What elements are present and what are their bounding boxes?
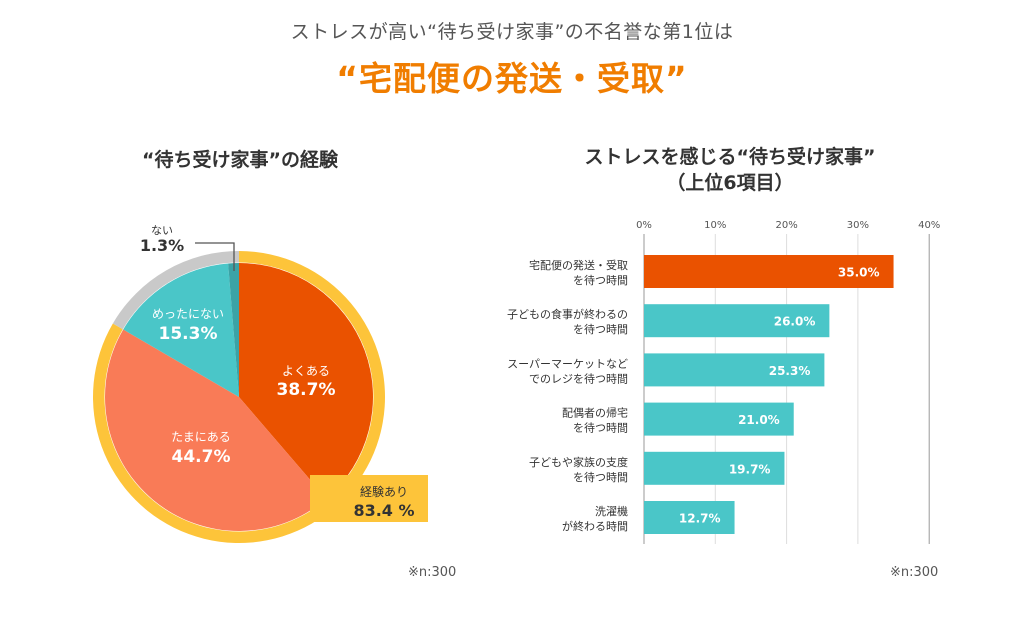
category-label-line1: 配偶者の帰宅 — [562, 406, 628, 420]
bar-value-label: 21.0% — [738, 413, 780, 427]
bar-note: ※n:300 — [890, 565, 938, 580]
slice-value-often: 38.7% — [277, 380, 336, 400]
pie-slice-often — [239, 263, 373, 499]
bar — [644, 501, 735, 534]
bar-value-label: 25.3% — [769, 364, 811, 378]
slice-value-rarely: 15.3% — [159, 324, 218, 344]
never-leader-line — [195, 242, 235, 271]
slice-value-never: 1.3% — [140, 236, 184, 255]
category-label-line1: 子どもの食事が終わるの — [507, 307, 628, 321]
pie-chart-title: “待ち受け家事”の経験 — [142, 149, 338, 171]
experienced-label-box — [310, 475, 428, 522]
pie-slice-rarely — [123, 263, 239, 397]
headline-main: “宅配便の発送・受取” — [336, 59, 688, 98]
slice-label-sometimes: たまにある — [171, 430, 231, 444]
tick-label: 0% — [636, 220, 652, 231]
pie-slice-never — [228, 263, 239, 397]
category-label-line1: 洗濯機 — [595, 504, 628, 518]
bar-value-label: 26.0% — [774, 315, 816, 329]
tick-label: 10% — [704, 220, 726, 231]
slice-label-often: よくある — [282, 364, 330, 378]
slice-value-sometimes: 44.7% — [172, 447, 231, 467]
category-label-line2: でのレジを待つ時間 — [529, 371, 628, 385]
bar — [644, 353, 825, 387]
category-label-line2: を待つ時間 — [573, 322, 628, 336]
headline-subtitle: ストレスが高い“待ち受け家事”の不名誉な第1位は — [290, 21, 734, 43]
category-label-line2: を待つ時間 — [573, 273, 628, 287]
bar-chart-title-line2: （上位6項目） — [666, 172, 794, 194]
bar — [644, 255, 894, 288]
bar-tick-labels: 0% 10% 20% 30% 40% — [636, 220, 940, 231]
pie-slice-sometimes — [104, 329, 327, 532]
bar-chart-title-line1: ストレスを感じる“待ち受け家事” — [584, 146, 876, 168]
bar-value-label: 35.0% — [838, 266, 880, 280]
experienced-label: 経験あり — [360, 484, 408, 499]
bar — [644, 402, 794, 436]
bar-series: 35.0% 26.0% 25.3% 21.0% 19.7% 12.7% — [644, 255, 894, 534]
pie-slices — [104, 263, 373, 532]
category-label-line1: 子どもや家族の支度 — [529, 455, 628, 469]
bar-category-labels: 宅配便の発送・受取を待つ時間子どもの食事が終わるのを待つ時間スーパーマーケットな… — [507, 258, 628, 533]
bar — [644, 304, 830, 338]
pie-note: ※n:300 — [408, 565, 456, 580]
slice-label-never: ない — [151, 224, 173, 237]
tick-label: 20% — [775, 220, 797, 231]
bar-value-label: 19.7% — [729, 462, 771, 476]
slice-label-rarely: めったにない — [152, 307, 224, 321]
category-label-line1: 宅配便の発送・受取 — [529, 258, 628, 272]
category-label-line1: スーパーマーケットなど — [507, 357, 628, 370]
bar-value-label: 12.7% — [679, 512, 721, 526]
bar — [644, 451, 785, 485]
tick-label: 30% — [847, 220, 869, 231]
category-label-line2: が終わる時間 — [562, 519, 628, 533]
category-label-line2: を待つ時間 — [573, 421, 628, 435]
tick-label: 40% — [918, 220, 940, 231]
category-label-line2: を待つ時間 — [573, 470, 628, 484]
experienced-value: 83.4 % — [353, 501, 414, 520]
bar-chart-title: ストレスを感じる“待ち受け家事” （上位6項目） — [540, 144, 920, 196]
